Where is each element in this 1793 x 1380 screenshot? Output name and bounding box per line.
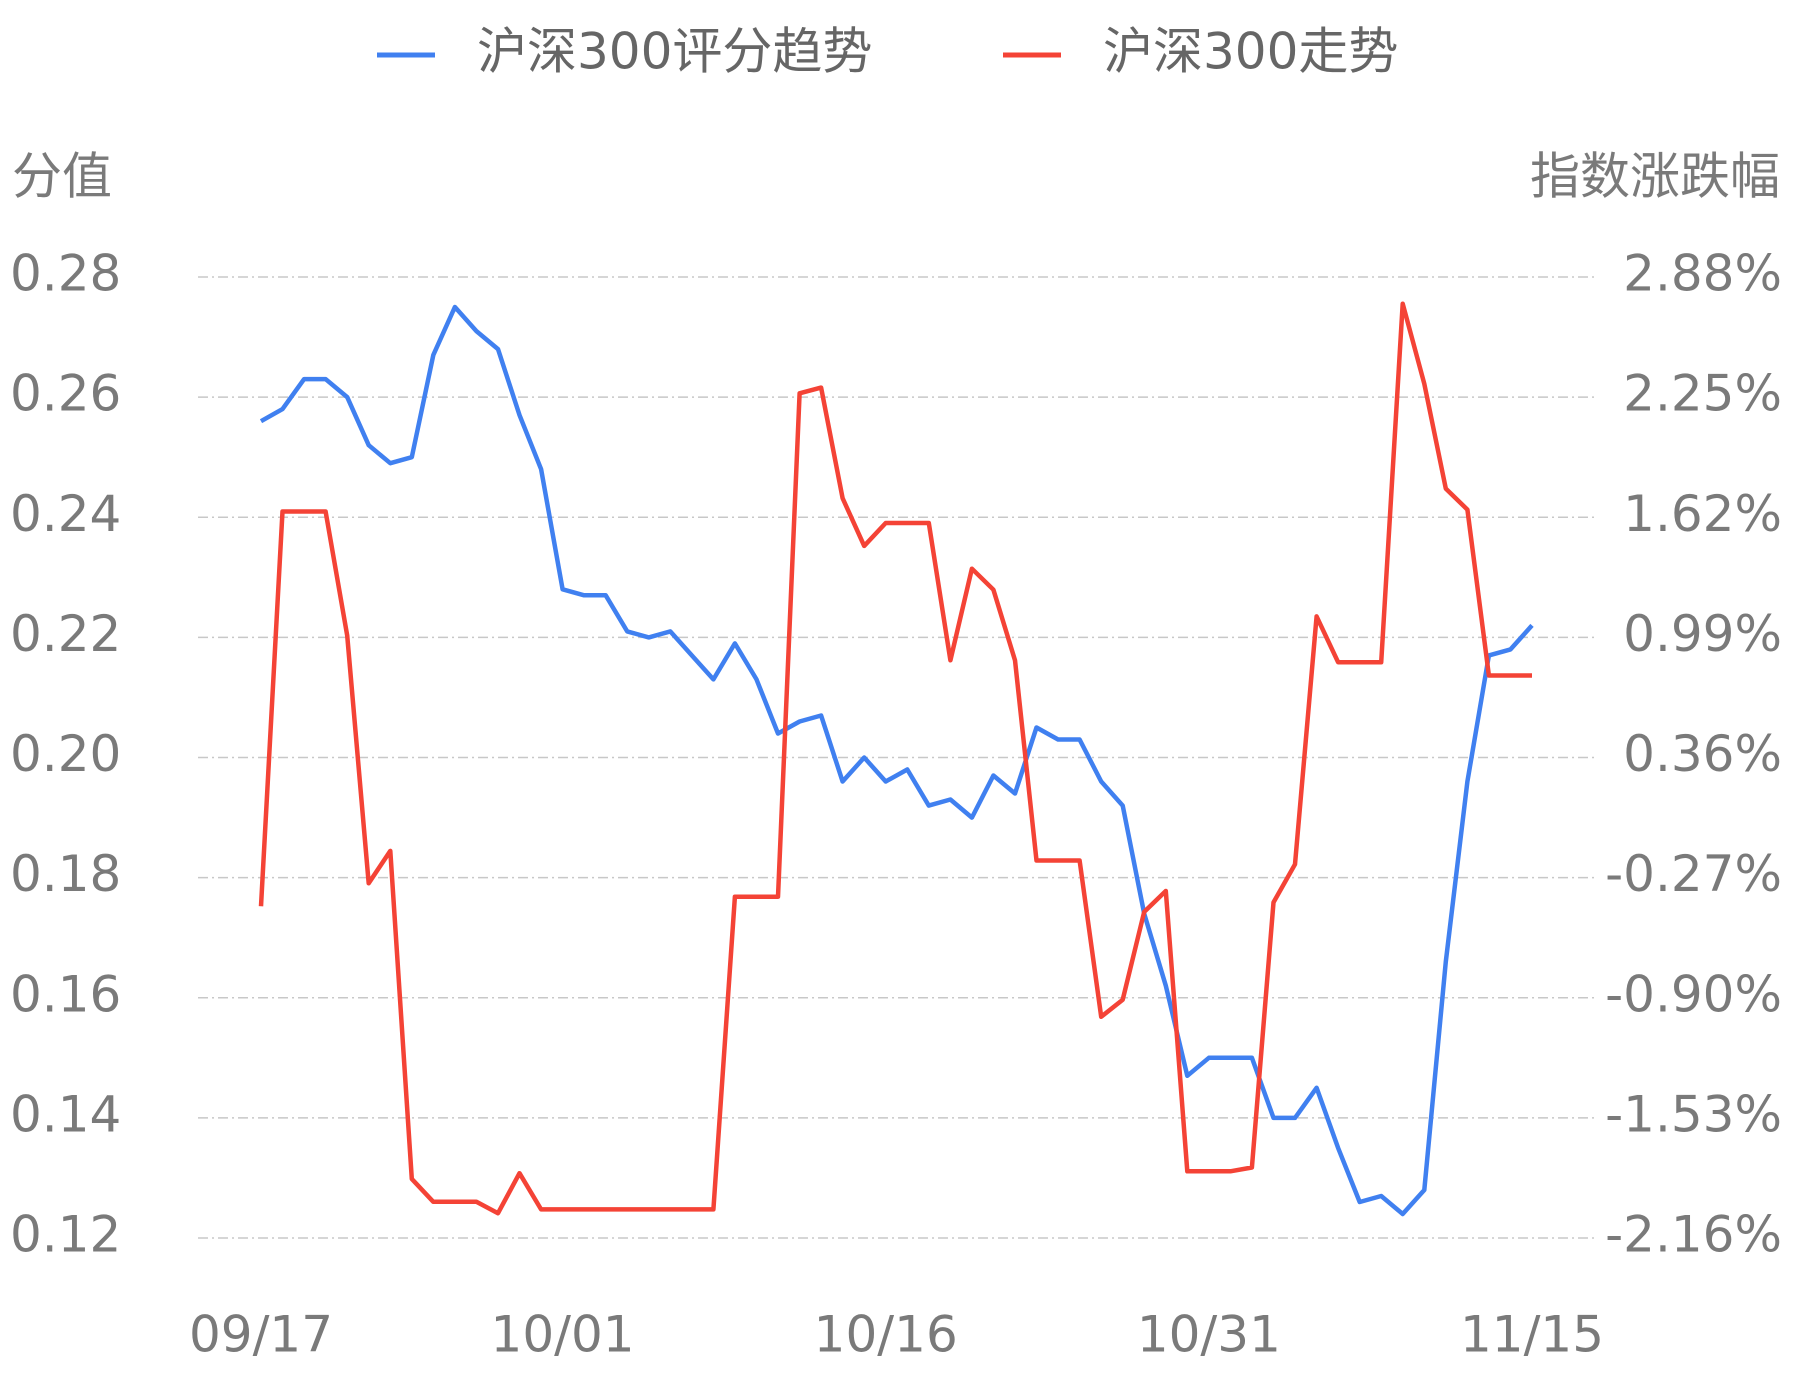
y-tick-label: 0.12 xyxy=(10,1206,121,1264)
y2-tick-label: 2.25% xyxy=(1623,365,1782,423)
x-tick-label: 09/17 xyxy=(189,1306,333,1364)
y2-axis-title: 指数涨跌幅 xyxy=(1530,148,1780,206)
y-tick-label: 0.28 xyxy=(10,245,121,303)
y2-tick-label: -0.90% xyxy=(1605,965,1782,1023)
y-tick-label: 0.24 xyxy=(10,485,121,543)
y2-tick-label: -1.53% xyxy=(1605,1085,1782,1143)
legend-label[interactable]: 沪深300走势 xyxy=(1103,23,1398,81)
x-tick-label: 11/15 xyxy=(1460,1306,1604,1364)
y-tick-label: 0.26 xyxy=(10,365,121,423)
y-tick-label: 0.16 xyxy=(10,965,121,1023)
x-tick-label: 10/01 xyxy=(491,1306,635,1364)
y-tick-label: 0.20 xyxy=(10,725,121,783)
x-tick-label: 10/16 xyxy=(814,1306,958,1364)
line-series xyxy=(259,304,1534,1217)
y2-tick-label: -0.27% xyxy=(1605,845,1782,903)
legend-label[interactable]: 沪深300评分趋势 xyxy=(477,23,872,81)
line-series xyxy=(258,301,1532,1216)
x-tick-label: 10/31 xyxy=(1137,1306,1281,1364)
y-tick-label: 0.14 xyxy=(10,1085,121,1143)
y-axis-title: 分值 xyxy=(12,148,112,206)
y2-tick-label: 2.88% xyxy=(1623,245,1782,303)
y2-tick-label: 0.99% xyxy=(1623,605,1782,663)
y2-tick-label: -2.16% xyxy=(1605,1206,1782,1264)
y-tick-label: 0.22 xyxy=(10,605,121,663)
y2-tick-label: 1.62% xyxy=(1623,485,1782,543)
y-tick-label: 0.18 xyxy=(10,845,121,903)
y2-tick-label: 0.36% xyxy=(1623,725,1782,783)
